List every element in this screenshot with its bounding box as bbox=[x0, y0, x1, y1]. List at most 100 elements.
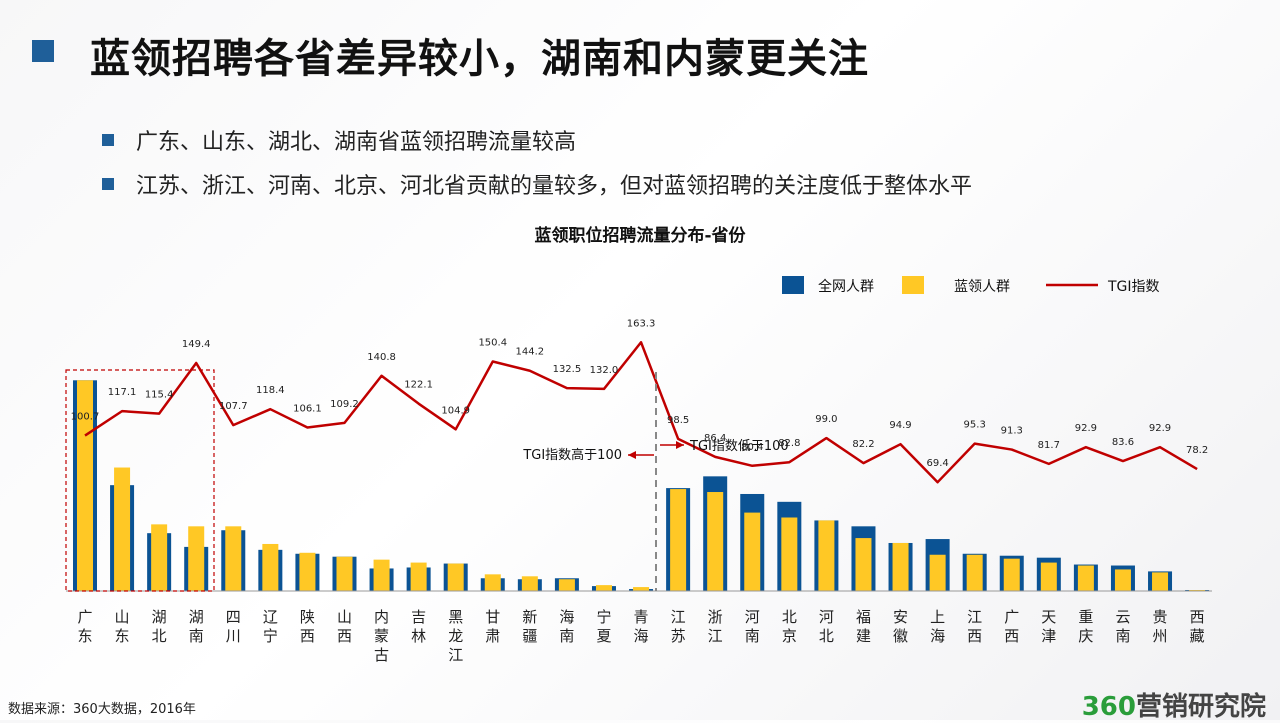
bar-bluecollar bbox=[1077, 565, 1094, 591]
bar-bluecollar bbox=[707, 492, 724, 591]
bar-bluecollar bbox=[484, 574, 501, 591]
bar-bluecollar bbox=[151, 524, 168, 591]
category-label: 天津 bbox=[1041, 608, 1056, 645]
tgi-data-label: 86.4 bbox=[704, 433, 726, 444]
tgi-data-label: 109.2 bbox=[330, 399, 359, 410]
tgi-data-label: 104.9 bbox=[441, 405, 470, 416]
legend-label-tgi: TGI指数 bbox=[1107, 279, 1160, 295]
bar-bluecollar bbox=[855, 538, 872, 591]
bar-bluecollar bbox=[373, 559, 390, 591]
category-label: 新疆 bbox=[522, 608, 537, 645]
bar-bluecollar bbox=[1152, 572, 1169, 591]
bullet-list: 广东、山东、湖北、湖南省蓝领招聘流量较高 江苏、浙江、河南、北京、河北省贡献的量… bbox=[102, 118, 972, 206]
bar-bluecollar bbox=[521, 576, 538, 591]
bar-bluecollar bbox=[966, 554, 983, 591]
brand-logo: 360营销研究院 bbox=[1082, 686, 1266, 723]
tgi-line bbox=[84, 341, 1198, 484]
category-label: 江西 bbox=[967, 608, 982, 645]
tgi-data-label: 107.7 bbox=[219, 401, 248, 412]
tgi-data-label: 99.0 bbox=[815, 414, 837, 425]
category-label: 山东 bbox=[115, 608, 130, 645]
tgi-data-label: 91.3 bbox=[1001, 426, 1023, 437]
tgi-data-label: 95.3 bbox=[964, 420, 986, 431]
source-note: 数据来源：360大数据，2016年 bbox=[8, 702, 196, 717]
legend-label-bluecollar: 蓝领人群 bbox=[954, 279, 1010, 295]
bar-bluecollar bbox=[892, 542, 909, 591]
tgi-data-label: 144.2 bbox=[516, 347, 545, 358]
category-label: 四川 bbox=[226, 608, 241, 645]
bullet-text: 广东、山东、湖北、湖南省蓝领招聘流量较高 bbox=[136, 130, 577, 155]
bar-bluecollar bbox=[595, 585, 612, 591]
chart-title: 蓝领职位招聘流量分布-省份 bbox=[534, 225, 746, 246]
category-label: 湖南 bbox=[189, 608, 204, 645]
legend-label-all: 全网人群 bbox=[818, 278, 874, 295]
category-label: 北京 bbox=[782, 608, 797, 645]
bar-bluecollar bbox=[188, 526, 205, 591]
category-label: 河南 bbox=[745, 608, 760, 645]
category-label: 浙江 bbox=[708, 608, 723, 645]
tgi-data-label: 78.2 bbox=[1186, 445, 1208, 456]
category-label: 海南 bbox=[559, 608, 574, 645]
tgi-data-label: 149.4 bbox=[182, 339, 211, 350]
tgi-data-label: 117.1 bbox=[108, 387, 137, 398]
category-label: 河北 bbox=[819, 608, 834, 645]
bullet-item: 广东、山东、湖北、湖南省蓝领招聘流量较高 bbox=[102, 118, 972, 162]
category-label: 甘肃 bbox=[485, 608, 500, 645]
bar-bluecollar bbox=[633, 587, 650, 591]
category-label: 青海 bbox=[634, 608, 649, 645]
annotation-below-100: TGI指数低于100 bbox=[689, 439, 789, 454]
bar-bluecollar bbox=[744, 512, 761, 591]
tgi-data-label: 122.1 bbox=[404, 380, 433, 391]
brand-text: 营销研究院 bbox=[1135, 692, 1266, 722]
bullet-square-icon bbox=[102, 134, 114, 146]
category-label: 江苏 bbox=[671, 608, 686, 645]
category-label: 吉林 bbox=[411, 608, 426, 645]
category-label: 陕西 bbox=[300, 608, 315, 645]
bar-bluecollar bbox=[336, 556, 353, 591]
bar-bluecollar bbox=[818, 520, 835, 591]
bar-bluecollar bbox=[114, 467, 131, 591]
category-label: 广东 bbox=[77, 608, 92, 645]
brand-number: 360 bbox=[1081, 692, 1136, 722]
tgi-data-label: 140.8 bbox=[367, 352, 396, 363]
tgi-data-label: 69.4 bbox=[926, 458, 948, 469]
bar-bluecollar bbox=[1114, 569, 1131, 591]
tgi-data-label: 163.3 bbox=[627, 318, 656, 329]
category-label: 山西 bbox=[337, 608, 352, 645]
bar-bluecollar bbox=[410, 562, 427, 591]
category-label: 重庆 bbox=[1078, 608, 1093, 645]
tgi-data-label: 132.5 bbox=[553, 364, 582, 375]
category-label: 安徽 bbox=[893, 608, 908, 645]
page-title: 蓝领招聘各省差异较小，湖南和内蒙更关注 bbox=[90, 36, 869, 82]
bullet-item: 江苏、浙江、河南、北京、河北省贡献的量较多，但对蓝领招聘的关注度低于整体水平 bbox=[102, 162, 972, 206]
tgi-data-label: 81.7 bbox=[1038, 440, 1060, 451]
arrow-left-head bbox=[628, 451, 636, 459]
tgi-data-label: 132.0 bbox=[590, 365, 619, 376]
highlight-box bbox=[65, 369, 215, 592]
category-label: 辽宁 bbox=[263, 608, 278, 645]
tgi-data-label: 83.6 bbox=[1112, 437, 1134, 448]
bullet-text: 江苏、浙江、河南、北京、河北省贡献的量较多，但对蓝领招聘的关注度低于整体水平 bbox=[136, 174, 973, 199]
bullet-square-icon bbox=[102, 178, 114, 190]
tgi-data-label: 94.9 bbox=[889, 420, 911, 431]
bar-bluecollar bbox=[1003, 558, 1020, 591]
bar-bluecollar bbox=[670, 489, 687, 591]
tgi-data-label: 118.4 bbox=[256, 385, 285, 396]
tgi-data-label: 98.5 bbox=[667, 415, 689, 426]
bar-bluecollar bbox=[1040, 562, 1057, 591]
category-label: 云南 bbox=[1115, 608, 1130, 645]
legend-swatch-all bbox=[782, 276, 804, 294]
legend-swatch-bluecollar bbox=[902, 276, 924, 294]
tgi-data-label: 115.4 bbox=[145, 390, 174, 401]
category-label: 湖北 bbox=[152, 608, 167, 645]
bar-bluecollar bbox=[929, 554, 946, 591]
bar-bluecollar bbox=[781, 517, 798, 591]
tgi-data-label: 82.2 bbox=[852, 439, 874, 450]
tgi-data-label: 92.9 bbox=[1149, 423, 1171, 434]
bar-bluecollar bbox=[558, 579, 575, 591]
tgi-data-label: 80.4 bbox=[741, 442, 763, 453]
arrow-right-head bbox=[676, 441, 684, 449]
bar-bluecollar bbox=[299, 552, 316, 591]
bar-bluecollar bbox=[262, 543, 279, 591]
